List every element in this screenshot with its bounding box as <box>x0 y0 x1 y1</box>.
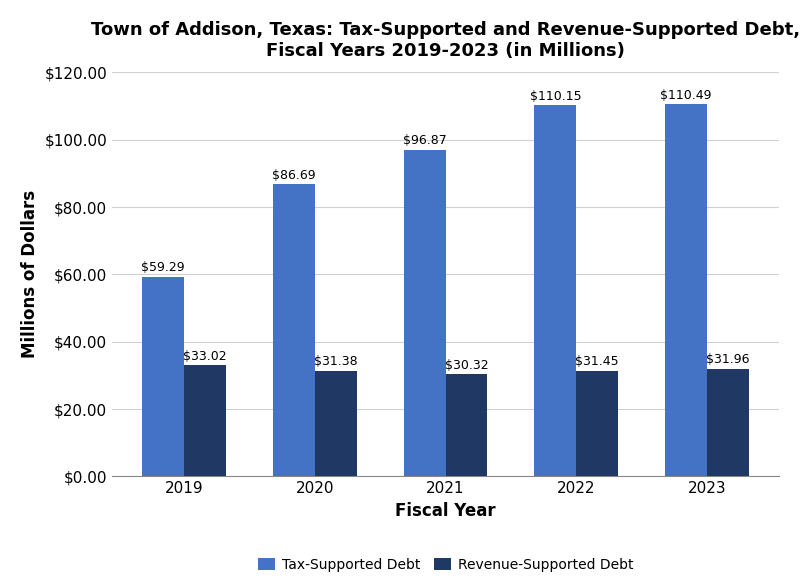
Text: $31.45: $31.45 <box>575 355 619 368</box>
Text: $31.38: $31.38 <box>314 355 358 368</box>
Text: $110.15: $110.15 <box>530 90 581 103</box>
Title: Town of Addison, Texas: Tax-Supported and Revenue-Supported Debt,
Fiscal Years 2: Town of Addison, Texas: Tax-Supported an… <box>91 21 800 60</box>
Bar <box>665 105 707 476</box>
X-axis label: Fiscal Year: Fiscal Year <box>395 502 496 520</box>
Text: $86.69: $86.69 <box>272 169 316 182</box>
Bar <box>184 365 226 476</box>
Bar <box>315 371 357 476</box>
Text: $30.32: $30.32 <box>445 358 488 372</box>
Legend: Tax-Supported Debt, Revenue-Supported Debt: Tax-Supported Debt, Revenue-Supported De… <box>253 552 638 577</box>
Bar <box>404 150 446 476</box>
Text: $110.49: $110.49 <box>660 89 712 102</box>
Bar <box>576 371 618 476</box>
Text: $96.87: $96.87 <box>402 134 446 148</box>
Bar <box>273 185 315 476</box>
Bar <box>707 369 749 476</box>
Bar <box>142 277 184 476</box>
Text: $59.29: $59.29 <box>142 261 185 274</box>
Text: $31.96: $31.96 <box>706 353 750 366</box>
Y-axis label: Millions of Dollars: Millions of Dollars <box>21 191 39 358</box>
Bar <box>446 374 487 476</box>
Text: $33.02: $33.02 <box>183 350 227 363</box>
Bar <box>534 106 576 476</box>
